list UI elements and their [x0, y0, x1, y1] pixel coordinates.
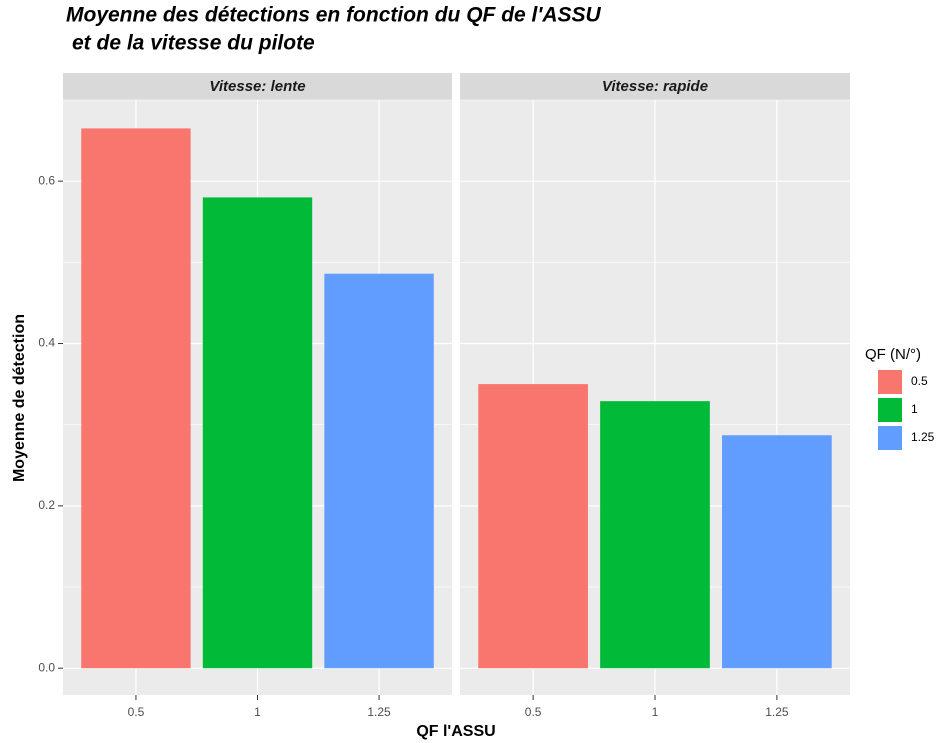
- x-tick-label: 0.5: [128, 705, 145, 719]
- legend-title: QF (N/°): [865, 346, 921, 363]
- y-axis-label: Moyenne de détection: [11, 314, 28, 482]
- y-tick-label: 0.6: [38, 173, 55, 187]
- bar: [722, 435, 832, 669]
- bar: [324, 273, 434, 669]
- bar: [478, 384, 588, 669]
- x-tick-label: 1: [652, 705, 659, 719]
- strip-background: [63, 73, 452, 100]
- legend-key: [878, 370, 902, 394]
- y-tick-label: 0.2: [38, 498, 55, 512]
- legend-label: 0.5: [911, 374, 928, 388]
- x-tick-label: 0.5: [525, 705, 542, 719]
- x-tick-label: 1.25: [765, 705, 789, 719]
- strip-background: [460, 73, 850, 100]
- strip-label: Vitesse: lente: [209, 78, 305, 95]
- bar: [600, 401, 710, 669]
- legend-key: [878, 426, 902, 450]
- bar: [202, 197, 313, 669]
- legend-label: 1.25: [911, 430, 935, 444]
- x-tick-label: 1: [254, 705, 261, 719]
- bar: [81, 128, 191, 669]
- chart-title: Moyenne des détections en fonction du QF…: [66, 4, 602, 27]
- chart-title: et de la vitesse du pilote: [72, 32, 315, 55]
- x-axis-label: QF l'ASSU: [416, 723, 495, 740]
- y-tick-label: 0.4: [38, 336, 55, 350]
- legend-key: [878, 398, 902, 422]
- x-tick-label: 1.25: [367, 705, 391, 719]
- strip-label: Vitesse: rapide: [602, 78, 708, 95]
- legend-label: 1: [911, 402, 918, 416]
- y-tick-label: 0.0: [38, 660, 55, 674]
